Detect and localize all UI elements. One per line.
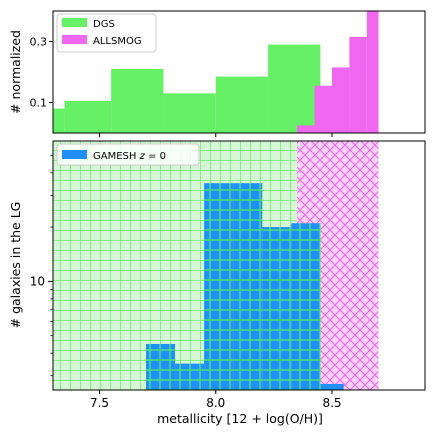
legend-swatch-allsmog xyxy=(62,35,87,44)
legend-label-allsmog: ALLSMOG xyxy=(93,36,142,47)
top-bar-allsmog-2 xyxy=(332,67,350,133)
top-y-ticks: 0.1 0.3 xyxy=(30,36,53,110)
top-bar-allsmog-3 xyxy=(349,36,367,133)
bottom-y-tick-label-0: 10 xyxy=(30,274,45,288)
bottom-y-ticks: 10 xyxy=(30,154,53,377)
top-bars xyxy=(53,11,379,133)
top-y-tick-label-0: 0.1 xyxy=(30,97,48,110)
bottom-x-tick-label-1: 8.0 xyxy=(206,396,225,410)
top-bar-dgs-2 xyxy=(111,68,164,133)
legend-swatch-gamesh xyxy=(62,150,87,159)
legend-label-gamesh: GAMESH z = 0 xyxy=(93,151,166,162)
bottom-bar-gamesh-2 xyxy=(204,183,234,390)
top-bar-dgs-4 xyxy=(215,76,269,133)
top-y-tick-label-1: 0.3 xyxy=(30,36,48,49)
top-bar-allsmog-0 xyxy=(297,125,315,133)
top-y-axis-label: # normalized xyxy=(8,30,23,114)
top-panel: 0.1 0.3 # normalized DGS ALLSMOG xyxy=(8,10,426,137)
top-bar-dgs-3 xyxy=(163,93,216,133)
bottom-bars xyxy=(146,183,344,390)
top-axes-frame xyxy=(52,10,426,134)
top-legend: DGS ALLSMOG xyxy=(56,13,157,53)
gamesh-grid-overlay xyxy=(146,183,321,390)
bottom-axes-frame xyxy=(52,140,426,391)
legend-swatch-dgs xyxy=(62,18,87,27)
top-bar-allsmog-4 xyxy=(366,11,379,133)
top-x-ticks xyxy=(99,133,333,137)
bottom-x-ticks: 7.5 8.0 8.5 xyxy=(90,390,342,410)
hatched-background xyxy=(53,141,379,390)
top-bar-allsmog-1 xyxy=(314,85,332,133)
bottom-x-tick-label-2: 8.5 xyxy=(322,396,341,410)
bottom-legend: GAMESH z = 0 xyxy=(56,143,200,166)
bottom-legend-box xyxy=(56,143,200,166)
bottom-bar-gamesh-3 xyxy=(233,183,263,390)
bottom-bar-gamesh-6 xyxy=(320,383,344,390)
top-bar-dgs-1 xyxy=(64,100,112,133)
bottom-y-axis-label: # galaxies in the LG xyxy=(8,202,23,329)
x-axis-label: metallicity [12 + log(O/H)] xyxy=(157,411,323,426)
bottom-x-tick-label-0: 7.5 xyxy=(90,396,109,410)
bottom-bar-gamesh-4 xyxy=(262,227,292,390)
bottom-panel: 10 7.5 8.0 8.5 # galaxies in the LG metall… xyxy=(8,140,426,426)
top-bar-dgs-0 xyxy=(53,108,65,133)
legend-label-dgs: DGS xyxy=(93,19,115,30)
top-bar-dgs-5 xyxy=(268,44,321,133)
bottom-bar-gamesh-5 xyxy=(291,223,321,390)
